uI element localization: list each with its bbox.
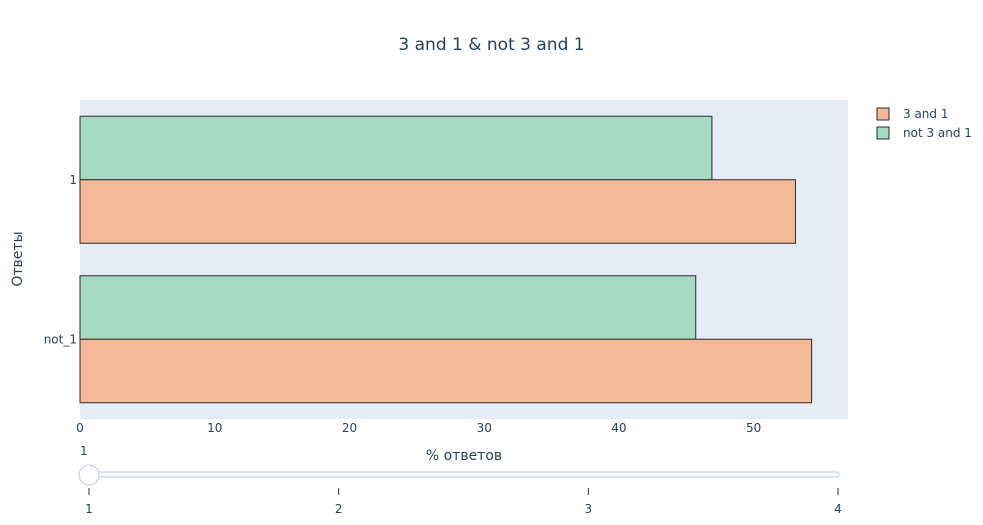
- x-tick-label: 0: [76, 421, 84, 435]
- y-axis-title: Ответы: [10, 231, 26, 286]
- x-tick-label: 50: [746, 421, 761, 435]
- slider[interactable]: 1 1 2 3 4: [78, 444, 842, 516]
- slider-current-value: 1: [80, 444, 88, 458]
- bar-series-not-3-and-1-not_1[interactable]: [79, 275, 697, 340]
- bar-series-3-and-1-not_1[interactable]: [79, 338, 813, 404]
- legend-label[interactable]: 3 and 1: [903, 107, 948, 121]
- y-tick-label: not_1: [44, 332, 77, 346]
- x-axis-title: % ответов: [426, 448, 502, 464]
- bars-layer: [79, 115, 813, 404]
- slider-steps: 1 2 3 4: [85, 488, 842, 516]
- legend-swatch[interactable]: [876, 126, 890, 140]
- slider-step-label[interactable]: 3: [585, 502, 593, 516]
- slider-handle[interactable]: [78, 464, 100, 486]
- chart-title: 3 and 1 & not 3 and 1: [398, 35, 584, 55]
- bar-series-not-3-and-1-1[interactable]: [79, 115, 713, 181]
- bar-series-3-and-1-1[interactable]: [79, 179, 796, 244]
- legend-label[interactable]: not 3 and 1: [903, 126, 972, 140]
- x-tick-label: 20: [342, 421, 357, 435]
- x-tick-label: 40: [611, 421, 626, 435]
- y-tick-label: 1: [69, 173, 77, 187]
- legend[interactable]: 3 and 1 not 3 and 1: [876, 107, 972, 140]
- x-tick-label: 30: [477, 421, 492, 435]
- slider-rail[interactable]: [88, 471, 840, 478]
- y-ticks: 1 not_1: [44, 173, 77, 347]
- slider-step-label[interactable]: 1: [85, 502, 93, 516]
- legend-swatch[interactable]: [876, 107, 890, 121]
- x-ticks: 0 10 20 30 40 50: [76, 421, 761, 435]
- slider-step-label[interactable]: 4: [834, 502, 842, 516]
- x-tick-label: 10: [207, 421, 222, 435]
- slider-step-label[interactable]: 2: [335, 502, 343, 516]
